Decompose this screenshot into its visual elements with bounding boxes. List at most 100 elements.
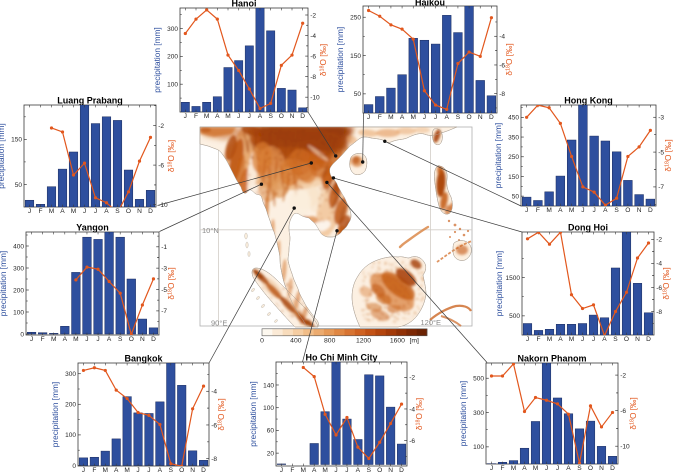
svg-text:S: S	[115, 208, 120, 215]
svg-text:precipitation [mm]: precipitation [mm]	[248, 381, 258, 446]
svg-text:J: J	[147, 467, 150, 474]
svg-text:J: J	[581, 207, 584, 214]
svg-text:A: A	[400, 114, 405, 121]
svg-text:Ho Chi Minh City: Ho Chi Minh City	[306, 353, 378, 363]
svg-text:M: M	[103, 467, 109, 474]
svg-text:J: J	[96, 336, 99, 343]
svg-text:J: J	[184, 113, 187, 120]
svg-text:-5: -5	[161, 287, 167, 294]
svg-text:300: 300	[167, 26, 178, 33]
svg-text:150: 150	[508, 174, 519, 181]
svg-text:J: J	[85, 336, 88, 343]
svg-text:0: 0	[260, 337, 264, 344]
svg-text:50: 50	[15, 182, 23, 189]
svg-text:M: M	[533, 465, 539, 472]
svg-text:O: O	[179, 467, 184, 474]
svg-text:N: N	[290, 113, 295, 120]
svg-text:60: 60	[267, 428, 275, 435]
svg-text:J: J	[345, 467, 348, 474]
svg-text:-4: -4	[409, 406, 415, 413]
svg-text:N: N	[388, 467, 393, 474]
svg-text:J: J	[94, 208, 97, 215]
svg-text:A: A	[356, 467, 361, 474]
svg-text:J: J	[367, 114, 370, 121]
svg-text:F: F	[92, 467, 96, 474]
svg-text:N: N	[190, 467, 195, 474]
svg-text:J: J	[525, 207, 528, 214]
svg-text:1600: 1600	[390, 337, 405, 344]
svg-text:S: S	[268, 113, 273, 120]
svg-text:J: J	[280, 467, 283, 474]
svg-text:100: 100	[263, 405, 274, 412]
svg-text:D: D	[648, 207, 653, 214]
svg-text:δ18O [‰]: δ18O [‰]	[504, 43, 514, 75]
svg-text:200: 200	[65, 402, 76, 409]
svg-text:O: O	[588, 465, 593, 472]
svg-text:A: A	[114, 467, 119, 474]
svg-text:F: F	[378, 114, 382, 121]
svg-text:D: D	[489, 114, 494, 121]
svg-text:A: A	[566, 465, 571, 472]
svg-text:A: A	[60, 208, 65, 215]
svg-text:J: J	[423, 114, 426, 121]
svg-text:M: M	[511, 465, 517, 472]
svg-text:300: 300	[65, 371, 76, 378]
svg-text:A: A	[603, 207, 608, 214]
svg-text:A: A	[558, 207, 563, 214]
svg-text:A: A	[558, 336, 563, 343]
svg-text:800: 800	[324, 337, 336, 344]
svg-text:A: A	[522, 465, 527, 472]
svg-text:200: 200	[167, 54, 178, 61]
svg-text:M: M	[49, 208, 55, 215]
svg-text:100: 100	[13, 309, 24, 316]
svg-text:F: F	[194, 113, 198, 120]
svg-text:-6: -6	[499, 62, 505, 69]
svg-text:0: 0	[72, 463, 76, 470]
svg-text:-8: -8	[499, 91, 505, 98]
svg-text:O: O	[129, 336, 134, 343]
svg-text:-10: -10	[620, 444, 630, 451]
svg-text:S: S	[367, 467, 372, 474]
svg-text:M: M	[51, 336, 57, 343]
svg-text:M: M	[547, 336, 553, 343]
svg-text:F: F	[290, 467, 294, 474]
svg-text:-7: -7	[658, 184, 664, 191]
svg-text:A: A	[158, 467, 163, 474]
svg-text:A: A	[602, 336, 607, 343]
svg-text:Haikou: Haikou	[415, 0, 445, 7]
svg-text:-8: -8	[211, 456, 217, 463]
svg-text:Bangkok: Bangkok	[124, 354, 163, 364]
svg-text:F: F	[536, 207, 540, 214]
svg-text:S: S	[614, 207, 619, 214]
svg-text:δ18O [‰]: δ18O [‰]	[166, 140, 176, 172]
svg-text:δ18O [‰]: δ18O [‰]	[318, 44, 328, 76]
svg-text:150: 150	[350, 53, 361, 60]
svg-text:-6: -6	[656, 285, 662, 292]
svg-text:δ18O [‰]: δ18O [‰]	[661, 267, 671, 299]
svg-text:-2: -2	[656, 237, 662, 244]
svg-text:N: N	[140, 336, 145, 343]
svg-text:250: 250	[508, 154, 519, 161]
svg-text:δ18O [‰]: δ18O [‰]	[663, 139, 673, 171]
svg-text:D: D	[399, 467, 404, 474]
svg-text:90°E: 90°E	[211, 319, 227, 328]
svg-text:J: J	[30, 336, 33, 343]
svg-text:-2: -2	[158, 123, 164, 130]
svg-text:100: 100	[65, 432, 76, 439]
svg-text:D: D	[148, 208, 153, 215]
svg-text:20: 20	[267, 450, 275, 457]
svg-text:-2: -2	[310, 12, 316, 19]
svg-text:150: 150	[11, 137, 22, 144]
svg-text:-6: -6	[211, 422, 217, 429]
svg-text:-8: -8	[656, 309, 662, 316]
svg-text:J: J	[526, 336, 529, 343]
svg-text:[m]: [m]	[410, 337, 420, 344]
svg-text:A: A	[107, 336, 112, 343]
svg-text:100: 100	[473, 444, 484, 451]
svg-text:J: J	[248, 113, 251, 120]
svg-text:-2: -2	[409, 375, 415, 382]
svg-text:O: O	[377, 467, 382, 474]
svg-text:F: F	[536, 336, 540, 343]
svg-text:δ18O [‰]: δ18O [‰]	[216, 398, 226, 430]
svg-text:N: N	[137, 208, 142, 215]
